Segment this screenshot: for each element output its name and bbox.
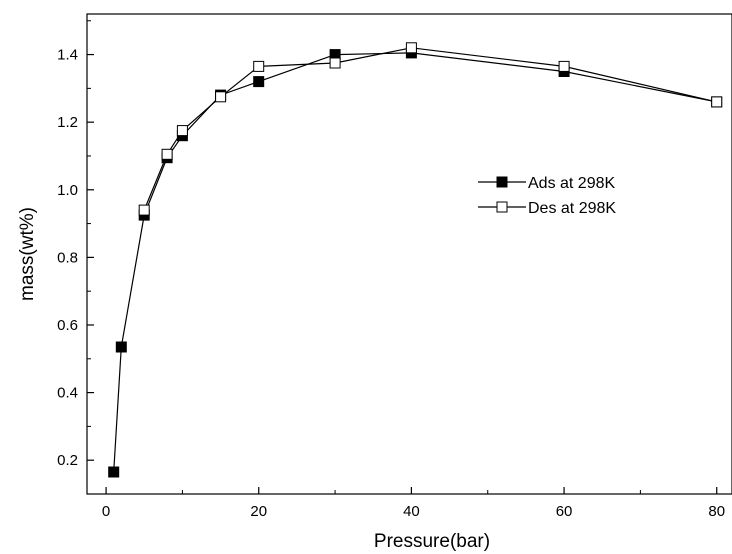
- y-tick-label: 0.2: [57, 452, 78, 469]
- legend-marker-ads: [496, 176, 508, 188]
- axis-ticks: [87, 20, 718, 494]
- des-data-point: [161, 148, 173, 160]
- ads-data-point: [108, 466, 120, 478]
- y-tick-label: 1.2: [57, 114, 78, 131]
- y-tick-label: 0.6: [57, 317, 78, 334]
- y-tick-label: 0.4: [57, 385, 78, 402]
- x-tick-label: 60: [556, 503, 573, 520]
- x-tick-label: 20: [250, 503, 267, 520]
- series-layer: [108, 42, 723, 478]
- legend-marker-des: [496, 201, 508, 213]
- des-data-point: [215, 91, 227, 103]
- des-data-point: [176, 125, 188, 137]
- plot-frame: [86, 13, 732, 495]
- legend-label-ads: Ads at 298K: [528, 175, 616, 192]
- y-tick-label: 1.0: [57, 182, 78, 199]
- des-data-point: [405, 42, 417, 54]
- des-data-point: [558, 60, 570, 72]
- ads-data-point: [115, 341, 127, 353]
- legend-label-des: Des at 298K: [528, 200, 616, 217]
- des-data-point: [138, 204, 150, 216]
- axis-tick-labels: 0 20 40 60 80 0.2 0.4 0.6 0.8 1.0 1.2 1.4: [57, 47, 725, 520]
- x-tick-label: 80: [708, 503, 725, 520]
- ads-data-point: [253, 76, 265, 88]
- des-data-point: [253, 60, 265, 72]
- y-axis-label: mass(wt%): [17, 207, 38, 301]
- x-tick-label: 0: [102, 503, 110, 520]
- y-tick-label: 1.4: [57, 47, 78, 64]
- legend: Ads at 298K Des at 298K: [478, 175, 616, 217]
- series-line-ads: [113, 52, 717, 473]
- y-tick-label: 0.8: [57, 249, 78, 266]
- des-data-point: [329, 57, 341, 69]
- series-line-des: [143, 47, 717, 211]
- x-tick-label: 40: [403, 503, 420, 520]
- x-axis-label: Pressure(bar): [374, 531, 490, 552]
- des-data-point: [711, 96, 723, 108]
